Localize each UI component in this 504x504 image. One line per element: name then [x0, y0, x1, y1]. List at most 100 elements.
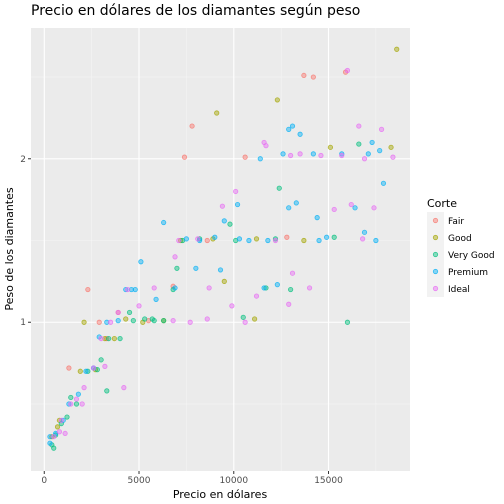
point-very-good: [356, 141, 362, 147]
point-fair: [301, 72, 307, 79]
point-good: [111, 335, 117, 342]
point-premium: [47, 440, 53, 446]
x-tick-label: 10000: [219, 476, 248, 486]
point-premium: [128, 286, 135, 293]
y-axis-title: Peso de los diamantes: [3, 187, 16, 311]
legend-swatch-ideal: [432, 285, 439, 292]
point-premium: [265, 237, 271, 244]
legend-swatch-premium: [432, 268, 439, 275]
x-tick-label: 0: [41, 476, 47, 486]
point-premium: [286, 205, 292, 211]
point-ideal: [204, 316, 210, 322]
legend: Corte Fair Good Very Good Premium Ideal: [427, 197, 495, 297]
point-premium: [104, 319, 110, 325]
point-very-good: [174, 265, 180, 271]
point-very-good: [161, 318, 167, 324]
point-premium: [361, 229, 368, 235]
point-ideal: [306, 285, 313, 291]
point-fair: [66, 365, 72, 371]
point-ideal: [286, 301, 292, 307]
point-ideal: [242, 319, 248, 325]
point-very-good: [117, 335, 123, 342]
point-very-good: [331, 234, 337, 240]
point-premium: [274, 282, 280, 288]
point-very-good: [276, 185, 282, 191]
point-good: [102, 335, 108, 342]
point-ideal: [253, 293, 260, 299]
point-premium: [289, 123, 296, 129]
point-ideal: [136, 303, 142, 309]
point-good: [388, 144, 394, 150]
data-points: [47, 46, 400, 451]
point-premium: [293, 200, 299, 206]
point-premium: [286, 126, 292, 132]
major-gridlines: [31, 28, 410, 471]
point-premium: [380, 180, 387, 186]
point-ideal: [121, 385, 127, 391]
point-very-good: [240, 314, 246, 320]
point-fair: [85, 286, 91, 293]
point-good: [214, 110, 220, 116]
point-very-good: [104, 388, 110, 394]
point-ideal: [272, 237, 279, 244]
point-good: [253, 236, 260, 242]
legend-key-fair: [427, 212, 444, 229]
point-fair: [181, 154, 188, 160]
point-ideal: [172, 254, 178, 260]
point-ideal: [115, 309, 121, 316]
point-good: [77, 368, 83, 374]
point-premium: [324, 234, 330, 240]
point-ideal: [361, 156, 368, 162]
point-ideal: [390, 154, 396, 160]
point-ideal: [360, 236, 366, 242]
point-premium: [365, 151, 371, 157]
point-very-good: [344, 319, 351, 325]
point-good: [327, 144, 334, 150]
point-ideal: [98, 335, 104, 342]
point-fair: [284, 234, 290, 240]
point-premium: [161, 219, 167, 226]
point-premium: [280, 151, 286, 157]
x-tick-label: 5000: [128, 476, 151, 486]
point-very-good: [151, 318, 157, 324]
point-premium: [297, 131, 303, 137]
point-very-good: [130, 318, 136, 324]
point-premium: [310, 151, 316, 157]
point-very-good: [51, 445, 57, 451]
point-ideal: [73, 396, 80, 402]
point-very-good: [106, 335, 112, 342]
point-good: [81, 319, 87, 325]
point-ideal: [348, 201, 354, 208]
legend-label-ideal: Ideal: [448, 285, 470, 295]
point-ideal: [58, 417, 64, 423]
legend-label-very-good: Very Good: [448, 251, 495, 261]
point-ideal: [318, 152, 324, 159]
point-ideal: [51, 434, 57, 440]
point-premium: [261, 285, 267, 291]
point-premium: [115, 318, 121, 324]
point-very-good: [227, 221, 233, 227]
point-premium: [75, 391, 81, 397]
point-premium: [236, 236, 243, 242]
point-ideal: [233, 188, 239, 195]
point-ideal: [62, 430, 68, 437]
legend-swatch-good: [432, 234, 439, 241]
legend-key-premium: [427, 263, 444, 280]
point-ideal: [170, 318, 176, 324]
point-ideal: [331, 206, 337, 213]
point-ideal: [378, 126, 385, 132]
point-ideal: [297, 151, 303, 157]
point-good: [394, 46, 400, 52]
point-ideal: [81, 385, 87, 391]
point-ideal: [176, 237, 182, 244]
point-premium: [352, 205, 358, 211]
y-tick-label: 1: [20, 318, 26, 328]
legend-key-good: [427, 229, 444, 246]
point-very-good: [64, 414, 70, 420]
point-premium: [339, 151, 345, 157]
point-very-good: [126, 309, 133, 316]
point-ideal: [68, 401, 74, 407]
point-ideal: [195, 236, 201, 242]
point-fair: [242, 154, 248, 160]
legend-key-ideal: [427, 280, 444, 297]
